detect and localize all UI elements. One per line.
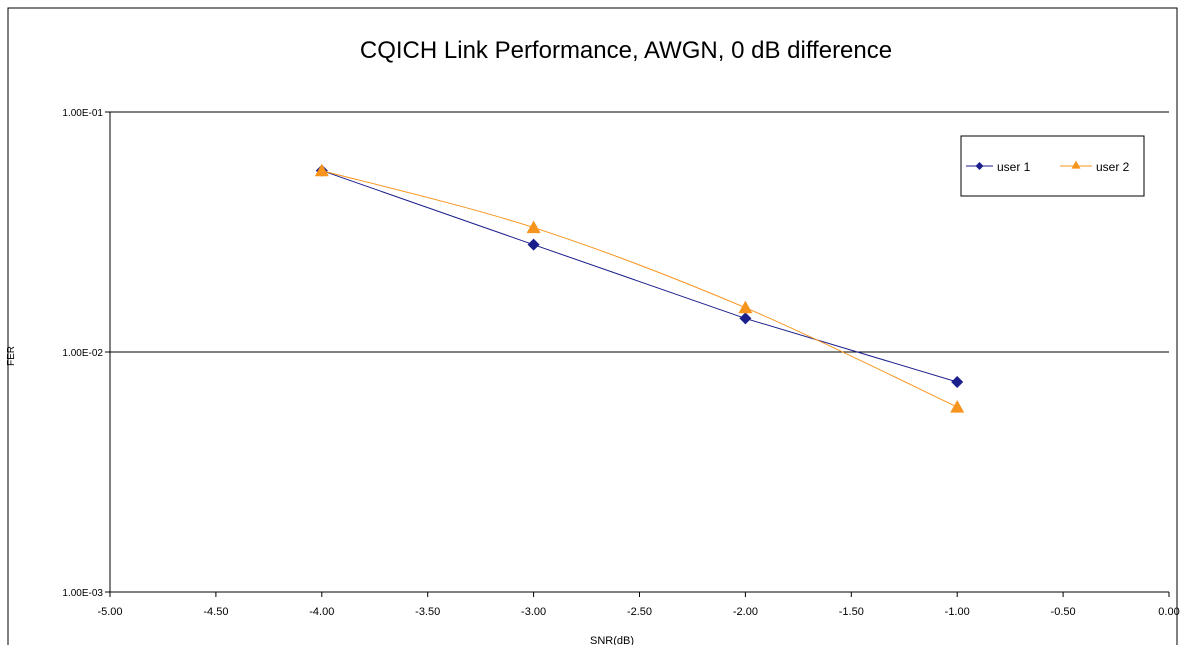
x-tick-label: -2.00: [733, 606, 758, 618]
chart-title: CQICH Link Performance, AWGN, 0 dB diffe…: [360, 37, 892, 64]
x-tick-label: -5.00: [97, 606, 122, 618]
y-axis-label: FER: [6, 346, 17, 366]
series-user-1: [315, 164, 964, 388]
x-tick-label: -1.00: [945, 606, 970, 618]
legend-swatch-marker: [1071, 160, 1081, 169]
series-group: [314, 163, 965, 413]
data-point: [950, 399, 965, 413]
series-user-2: [314, 163, 965, 413]
legend-items: user 1 user 2: [966, 160, 1130, 174]
x-axis-ticks: -5.00 -4.50 -4.00 -3.50 -3.00 -2.50 -2.00 -1.50…: [97, 592, 1180, 618]
x-tick-label: -0.50: [1051, 606, 1076, 618]
series-line: [321, 170, 958, 383]
data-point: [314, 163, 329, 177]
y-tick-label: 1.00E-01: [62, 108, 103, 119]
data-point: [739, 312, 752, 325]
gridlines: [110, 111, 1169, 353]
y-tick-label: 1.00E-03: [62, 588, 103, 599]
x-tick-label: -4.50: [203, 606, 228, 618]
y-tick-label: 1.00E-02: [62, 348, 103, 359]
x-axis-label: SNR(dB): [590, 635, 634, 645]
series-line: [321, 170, 958, 408]
x-tick-label: -3.00: [521, 606, 546, 618]
x-tick-label: 0.00: [1158, 606, 1179, 618]
data-point: [738, 300, 753, 314]
legend: user 1 user 2: [960, 135, 1145, 197]
legend-item: user 2: [1060, 160, 1130, 174]
data-point: [951, 375, 964, 388]
x-tick-label: -3.50: [415, 606, 440, 618]
y-axis-ticks: 1.00E-01 1.00E-02 1.00E-03: [62, 108, 110, 599]
legend-label: user 2: [1096, 160, 1130, 174]
legend-item: user 1: [966, 160, 1031, 174]
x-tick-label: -1.50: [839, 606, 864, 618]
legend-label: user 1: [997, 160, 1031, 174]
data-point: [527, 238, 540, 251]
legend-swatch-marker: [975, 162, 984, 170]
x-tick-label: -4.00: [309, 606, 334, 618]
x-tick-label: -2.50: [627, 606, 652, 618]
chart-border: [7, 7, 1178, 649]
data-point: [526, 220, 541, 234]
